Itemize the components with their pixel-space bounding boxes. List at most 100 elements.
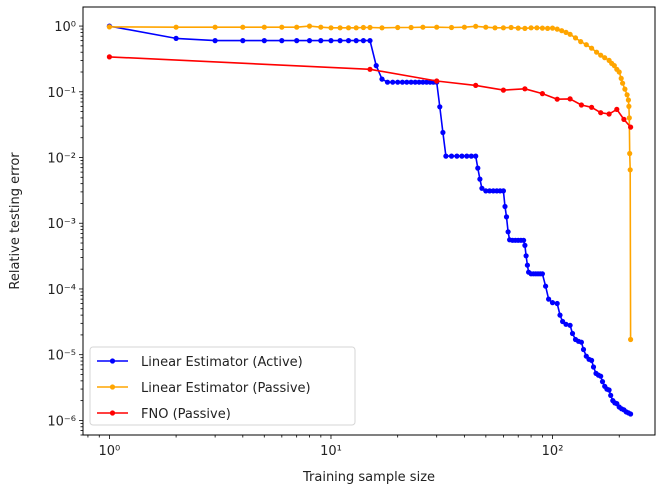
data-point	[306, 23, 313, 29]
data-point	[420, 24, 426, 30]
x-tick-label: 10¹	[320, 444, 342, 459]
data-point	[521, 237, 527, 243]
data-point	[616, 69, 622, 75]
data-point	[549, 300, 556, 306]
x-tick-label: 10²	[542, 444, 564, 459]
data-point	[434, 78, 440, 84]
data-point	[627, 150, 633, 157]
data-point	[515, 25, 521, 31]
data-point	[106, 54, 112, 60]
data-point	[557, 312, 563, 318]
data-point	[487, 188, 493, 194]
data-point	[621, 116, 627, 122]
y-tick-label: 10⁻⁶	[47, 414, 76, 429]
data-point	[240, 38, 246, 44]
data-point	[440, 129, 446, 136]
data-point	[500, 87, 506, 93]
data-point	[448, 24, 455, 31]
data-point	[360, 24, 366, 31]
data-point	[622, 86, 628, 92]
x-tick-label: 10⁰	[99, 444, 121, 459]
series-0	[106, 23, 634, 417]
data-point	[554, 96, 560, 102]
data-point	[618, 75, 624, 81]
legend: Linear Estimator (Active) Linear Estimato…	[89, 346, 356, 426]
data-point	[461, 24, 467, 30]
data-point	[261, 24, 267, 30]
legend-box	[89, 346, 356, 426]
data-point	[522, 25, 528, 31]
series-line	[109, 56, 632, 128]
legend-marker	[109, 358, 116, 364]
data-point	[567, 31, 573, 37]
y-tick-label: 10⁻⁵	[47, 349, 76, 364]
data-point	[328, 25, 334, 31]
data-point	[464, 153, 470, 159]
y-tick-label: 10⁻³	[47, 217, 76, 232]
data-point	[483, 24, 489, 30]
data-point	[524, 262, 531, 268]
y-tick-label: 10⁻²	[47, 152, 76, 167]
data-point	[279, 24, 285, 30]
y-tick-label: 10⁰	[54, 20, 76, 35]
data-point	[404, 79, 410, 85]
data-point	[539, 25, 546, 31]
data-point	[500, 188, 506, 194]
data-point	[473, 23, 479, 29]
data-point	[543, 283, 549, 289]
data-point	[627, 167, 633, 173]
data-point	[549, 25, 556, 31]
data-point	[173, 35, 179, 42]
data-point	[580, 346, 587, 353]
data-point	[328, 38, 334, 44]
data-point	[395, 79, 401, 85]
data-point	[384, 79, 391, 85]
data-point	[503, 214, 510, 220]
data-point	[614, 106, 620, 112]
series-1	[106, 23, 634, 343]
data-point	[443, 153, 449, 159]
data-point	[360, 38, 366, 44]
data-point	[599, 379, 606, 385]
data-point	[539, 271, 546, 277]
data-point	[306, 38, 313, 44]
data-point	[353, 38, 359, 44]
data-point	[500, 25, 506, 31]
data-point	[261, 38, 267, 44]
data-point	[367, 66, 373, 72]
legend-label: Linear Estimator (Passive)	[141, 381, 311, 396]
data-point	[598, 52, 604, 58]
data-point	[589, 45, 595, 51]
data-point	[563, 321, 569, 327]
data-point	[318, 38, 324, 44]
data-point	[606, 387, 612, 393]
x-axis-label: Training sample size	[302, 470, 435, 485]
data-point	[567, 96, 573, 102]
data-point	[534, 25, 540, 31]
data-point	[318, 24, 324, 30]
data-point	[502, 203, 508, 210]
data-point	[505, 229, 511, 235]
series-layer	[106, 23, 634, 417]
data-point	[567, 322, 573, 328]
data-point	[590, 364, 597, 370]
data-point	[598, 110, 604, 116]
data-point	[379, 25, 385, 31]
legend-entry: FNO (Passive)	[97, 407, 231, 422]
data-point	[345, 38, 352, 44]
data-point	[546, 296, 552, 302]
data-point	[589, 104, 595, 110]
data-point	[583, 42, 589, 48]
data-point	[606, 111, 612, 117]
data-point	[367, 38, 373, 44]
data-point	[554, 300, 560, 307]
data-point	[173, 24, 179, 30]
data-point	[572, 35, 579, 41]
data-point	[468, 153, 474, 159]
data-point	[477, 176, 483, 182]
data-point	[626, 115, 632, 121]
data-point	[412, 79, 418, 85]
plot-frame	[82, 6, 656, 436]
data-point	[628, 336, 634, 343]
data-point	[578, 102, 585, 108]
